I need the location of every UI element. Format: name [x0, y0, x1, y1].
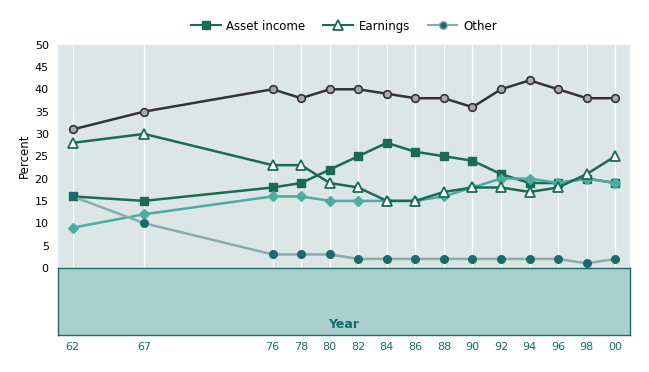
Y-axis label: Percent: Percent [18, 134, 31, 179]
Text: Year: Year [328, 318, 360, 331]
Legend: Asset income, Earnings, Other: Asset income, Earnings, Other [186, 15, 502, 37]
